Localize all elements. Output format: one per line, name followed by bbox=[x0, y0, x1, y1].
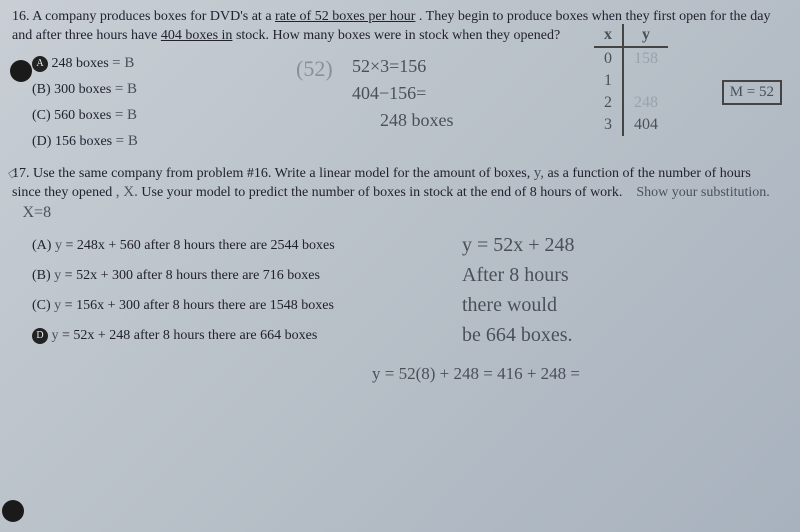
c17c-y: y bbox=[54, 298, 61, 313]
choice-d-hand: = B bbox=[116, 133, 138, 149]
q17-prompt: 17. Use the same company from problem #1… bbox=[12, 164, 772, 224]
q17-work: y = 52x + 248 After 8 hours there would … bbox=[462, 230, 575, 350]
c17a-y: y bbox=[55, 238, 62, 253]
choice-17a: (A) y = 248x + 560 after 8 hours there a… bbox=[32, 238, 788, 254]
c17b-eq: = 52x + 300 after 8 hours there are 716 … bbox=[65, 268, 320, 283]
q17-x8: X=8 bbox=[23, 204, 52, 221]
q17-work-line4: be 664 boxes. bbox=[462, 320, 575, 350]
choice-d-text: 156 boxes bbox=[55, 134, 112, 149]
q16-number: 16. bbox=[12, 9, 30, 24]
q17-work-line2: After 8 hours bbox=[462, 260, 575, 290]
q17-show-sub: Show your substitution. bbox=[636, 185, 769, 200]
choice-b-hand: = B bbox=[115, 81, 137, 97]
question-16: 16. A company produces boxes for DVD's a… bbox=[12, 8, 788, 150]
q17-y-hand: y, bbox=[534, 165, 544, 181]
q17-choices: (A) y = 248x + 560 after 8 hours there a… bbox=[32, 238, 788, 344]
th-x: x bbox=[594, 24, 623, 47]
c17d-eq: = 52x + 248 after 8 hours there are 664 … bbox=[62, 328, 317, 343]
q17-work-bottom: y = 52(8) + 248 = 416 + 248 = bbox=[372, 364, 580, 384]
q17-work-line1: y = 52x + 248 bbox=[462, 230, 575, 260]
q16-faded: (52) bbox=[296, 56, 333, 82]
xy-table: x y 0 158 1 2 248 3 404 bbox=[594, 24, 668, 136]
choice-b-letter: (B) bbox=[32, 82, 51, 97]
m-box: M = 52 bbox=[722, 80, 782, 105]
c17a-eq: = 248x + 560 after 8 hours there are 254… bbox=[65, 238, 334, 253]
choice-a-hand: = B bbox=[112, 55, 134, 71]
choice-c-text: 560 boxes bbox=[54, 108, 111, 123]
q16-rate: rate of 52 boxes per hour bbox=[275, 9, 415, 24]
c17c-pre: (C) bbox=[32, 298, 54, 313]
choice-17d: D y = 52x + 248 after 8 hours there are … bbox=[32, 328, 788, 344]
q17-text-a: Use the same company from problem #16. W… bbox=[33, 166, 534, 181]
q16-text-c: stock. How many boxes were in stock when… bbox=[236, 28, 560, 43]
q16-text-a: A company produces boxes for DVD's at a bbox=[32, 9, 275, 24]
r0y: 158 bbox=[623, 47, 668, 70]
r0x: 0 bbox=[594, 47, 623, 70]
choice-d-letter: (D) bbox=[32, 134, 51, 149]
q16-work-line3: 248 boxes bbox=[380, 110, 454, 131]
r1x: 1 bbox=[594, 70, 623, 92]
c17c-eq: = 156x + 300 after 8 hours there are 154… bbox=[65, 298, 334, 313]
q16-work-line2: 404−156= bbox=[352, 83, 454, 104]
choice-c-hand: = B bbox=[115, 107, 137, 123]
question-17: ◇ 17. Use the same company from problem … bbox=[12, 164, 788, 344]
choice-marker-filled: A bbox=[32, 56, 48, 72]
hole-punch-icon bbox=[2, 500, 24, 522]
c17b-pre: (B) bbox=[32, 268, 54, 283]
choice-b-text: 300 boxes bbox=[54, 82, 111, 97]
r2y: 248 bbox=[623, 92, 668, 114]
choice-17b: (B) y = 52x + 300 after 8 hours there ar… bbox=[32, 268, 788, 284]
r1y bbox=[623, 70, 668, 92]
q16-work-line1: 52×3=156 bbox=[352, 56, 454, 77]
r3x: 3 bbox=[594, 114, 623, 136]
q16-work: (52) 52×3=156 404−156= 248 boxes bbox=[352, 56, 454, 131]
q17-work-line3: there would bbox=[462, 290, 575, 320]
c17b-y: y bbox=[54, 268, 61, 283]
choice-d: (D) 156 boxes = B bbox=[32, 133, 788, 150]
choice-marker-filled-d: D bbox=[32, 328, 48, 344]
c17a-pre: (A) bbox=[32, 238, 55, 253]
th-y: y bbox=[623, 24, 668, 47]
choice-c-letter: (C) bbox=[32, 108, 51, 123]
q16-boxes-in: 404 boxes in bbox=[161, 28, 233, 43]
hole-punch-icon bbox=[10, 60, 32, 82]
c17d-y: y bbox=[52, 328, 59, 343]
choice-a-text: 248 boxes bbox=[52, 56, 109, 71]
r3y: 404 bbox=[623, 114, 668, 136]
q17-text-c: Use your model to predict the number of … bbox=[141, 185, 622, 200]
r2x: 2 bbox=[594, 92, 623, 114]
q17-x-hand: , X. bbox=[116, 184, 138, 200]
choice-17c: (C) y = 156x + 300 after 8 hours there a… bbox=[32, 298, 788, 314]
